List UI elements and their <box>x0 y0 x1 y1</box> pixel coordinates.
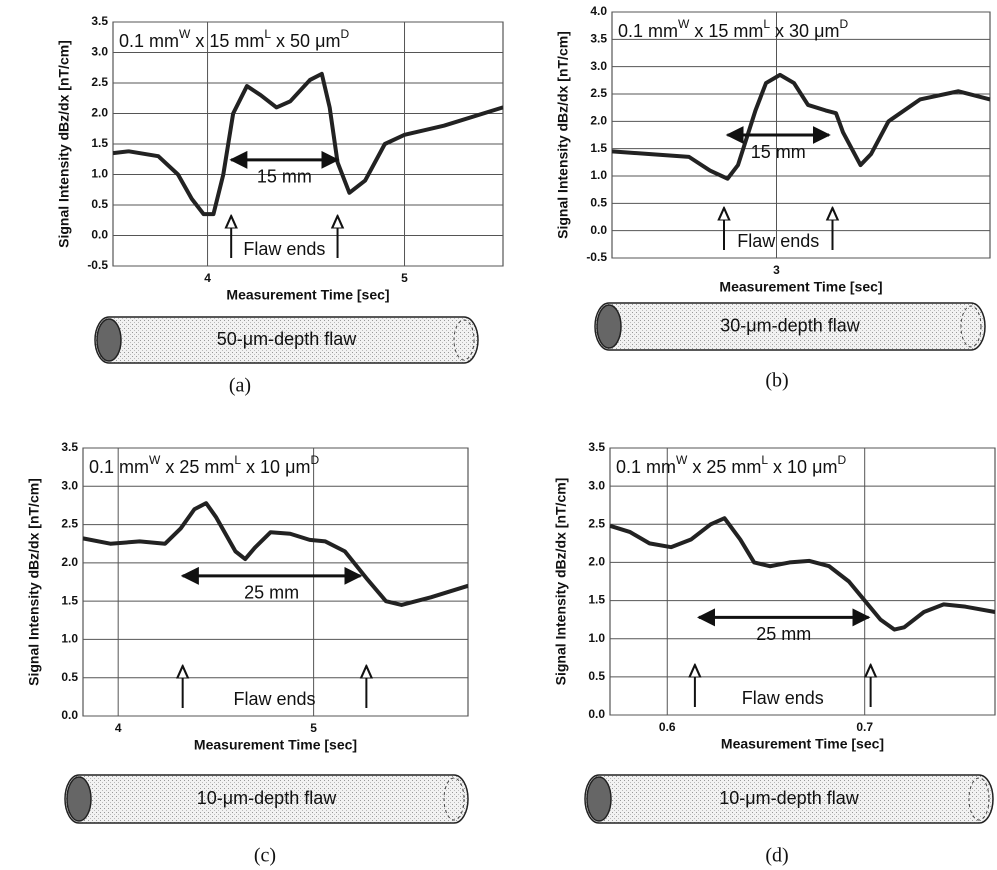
flaw-ends-label: Flaw ends <box>737 231 819 251</box>
tube-label: 50-μm-depth flaw <box>217 329 357 349</box>
x-tick-label: 4 <box>204 271 211 285</box>
title-superscript: D <box>310 453 319 467</box>
y-axis-label: Signal Intensity dBz/dx [nT/cm] <box>26 478 42 686</box>
x-tick-label: 5 <box>401 271 408 285</box>
y-tick-label: 1.0 <box>588 631 605 645</box>
y-tick-label: 0.5 <box>91 197 108 211</box>
y-axis-label: Signal Intensity dBz/dx [nT/cm] <box>56 40 72 248</box>
y-tick-label: 0.0 <box>61 708 78 722</box>
title-text: x 10 μm <box>768 457 837 477</box>
y-tick-label: 1.0 <box>91 167 108 181</box>
y-tick-label: 0.0 <box>590 223 607 237</box>
y-tick-label: 1.5 <box>588 593 605 607</box>
x-tick-label: 4 <box>115 721 122 735</box>
y-tick-label: 1.5 <box>590 141 607 155</box>
y-tick-label: 0.5 <box>61 670 78 684</box>
chart-title: 0.1 mmW​ x 25 mmL​ x 10 μmD​ <box>616 453 846 477</box>
panel-caption: (b) <box>765 370 788 392</box>
y-tick-label: 3.5 <box>590 32 607 46</box>
x-axis-label: Measurement Time [sec] <box>721 736 884 752</box>
y-tick-label: 2.0 <box>91 106 108 120</box>
tube-opening <box>597 305 621 348</box>
panel-caption: (c) <box>254 845 276 867</box>
title-text: x 15 mm <box>689 21 763 41</box>
y-tick-label: 4.0 <box>590 4 607 18</box>
title-text: 0.1 mm <box>119 31 179 51</box>
title-text: x 25 mm <box>160 457 234 477</box>
y-tick-label: 1.0 <box>590 168 607 182</box>
span-label: 15 mm <box>751 142 806 162</box>
tube-opening <box>67 777 91 821</box>
chart-title: 0.1 mmW​ x 25 mmL​ x 10 μmD​ <box>89 453 319 477</box>
y-tick-label: 2.5 <box>61 517 78 531</box>
tube-label: 30-μm-depth flaw <box>720 315 860 335</box>
title-superscript: W <box>676 453 688 467</box>
chart-title: 0.1 mmW​ x 15 mmL​ x 50 μmD​ <box>119 27 349 51</box>
panel-caption: (a) <box>229 375 251 397</box>
title-text: x 50 μm <box>271 31 340 51</box>
y-tick-label: 2.5 <box>588 516 605 530</box>
tube-label: 10-μm-depth flaw <box>197 788 337 808</box>
y-tick-label: 2.0 <box>590 114 607 128</box>
flaw-ends-label: Flaw ends <box>742 688 824 708</box>
x-axis-label: Measurement Time [sec] <box>719 279 882 295</box>
tube-label: 10-μm-depth flaw <box>719 788 859 808</box>
x-tick-label: 5 <box>310 721 317 735</box>
y-axis-label: Signal Intensity dBz/dx [nT/cm] <box>555 31 571 239</box>
span-label: 25 mm <box>756 624 811 644</box>
x-tick-label: 0.6 <box>659 720 676 734</box>
y-tick-label: 3.0 <box>61 478 78 492</box>
span-label: 15 mm <box>257 167 312 187</box>
flaw-ends-label: Flaw ends <box>243 239 325 259</box>
y-tick-label: 1.5 <box>61 593 78 607</box>
title-superscript: W <box>678 17 690 31</box>
title-text: x 25 mm <box>687 457 761 477</box>
y-tick-label: -0.5 <box>586 250 607 264</box>
y-tick-label: 2.0 <box>588 555 605 569</box>
title-text: x 10 μm <box>241 457 310 477</box>
tube-opening <box>587 777 611 821</box>
y-tick-label: 0.5 <box>590 196 607 210</box>
title-superscript: W <box>179 27 191 41</box>
title-text: 0.1 mm <box>616 457 676 477</box>
flaw-ends-label: Flaw ends <box>233 689 315 709</box>
y-tick-label: 3.5 <box>91 14 108 28</box>
title-text: 0.1 mm <box>618 21 678 41</box>
y-tick-label: 3.5 <box>61 440 78 454</box>
title-superscript: D <box>340 27 349 41</box>
title-superscript: D <box>837 453 846 467</box>
x-tick-label: 0.7 <box>856 720 873 734</box>
title-text: 0.1 mm <box>89 457 149 477</box>
title-text: x 30 μm <box>770 21 839 41</box>
title-superscript: D <box>839 17 848 31</box>
y-tick-label: 0.0 <box>588 707 605 721</box>
y-tick-label: 1.0 <box>61 632 78 646</box>
x-axis-label: Measurement Time [sec] <box>226 287 389 303</box>
y-tick-label: 3.0 <box>91 45 108 59</box>
y-tick-label: -0.5 <box>87 258 108 272</box>
y-tick-label: 3.5 <box>588 440 605 454</box>
y-tick-label: 2.0 <box>61 555 78 569</box>
chart-title: 0.1 mmW​ x 15 mmL​ x 30 μmD​ <box>618 17 848 41</box>
x-tick-label: 3 <box>773 263 780 277</box>
y-tick-label: 1.5 <box>91 136 108 150</box>
span-label: 25 mm <box>244 583 299 603</box>
y-tick-label: 2.5 <box>590 86 607 100</box>
title-superscript: W <box>149 453 161 467</box>
y-tick-label: 3.0 <box>590 59 607 73</box>
panel-caption: (d) <box>765 845 788 867</box>
y-tick-label: 3.0 <box>588 478 605 492</box>
y-axis-label: Signal Intensity dBz/dx [nT/cm] <box>553 478 569 686</box>
title-text: x 15 mm <box>190 31 264 51</box>
tube-opening <box>97 319 121 361</box>
figure: -0.5 0.0 0.5 1.0 1.5 2.0 2.5 3.0 3.5 4 5 Measuremen… <box>0 0 997 870</box>
y-tick-label: 0.5 <box>588 669 605 683</box>
y-tick-label: 0.0 <box>91 228 108 242</box>
y-tick-label: 2.5 <box>91 75 108 89</box>
x-axis-label: Measurement Time [sec] <box>194 737 357 753</box>
